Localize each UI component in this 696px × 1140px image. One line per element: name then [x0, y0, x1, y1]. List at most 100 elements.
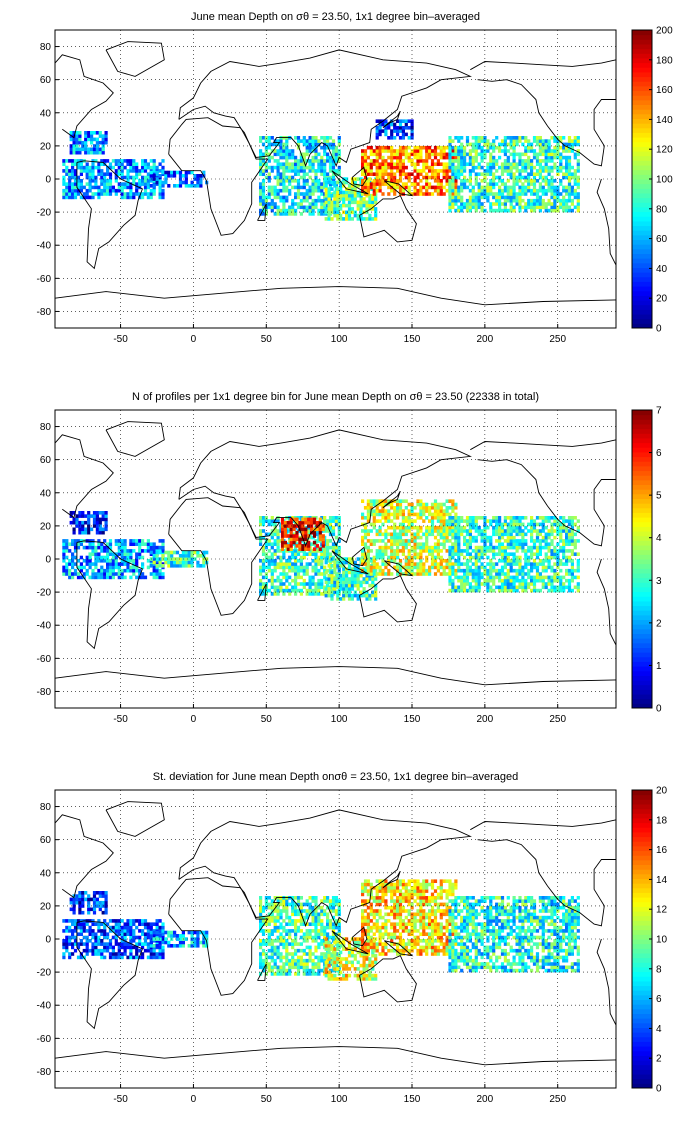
data-cell [108, 545, 113, 550]
data-cell [532, 172, 537, 176]
data-cell [170, 554, 174, 558]
data-cell [430, 525, 435, 530]
data-cell [84, 140, 88, 145]
data-cell [331, 516, 336, 520]
data-cell [175, 170, 180, 175]
y-tick-label: 0 [45, 555, 51, 566]
data-cell [79, 179, 83, 183]
data-cell [143, 549, 148, 553]
data-cell [442, 172, 446, 176]
colorbar-swatch [632, 304, 652, 310]
data-cell [336, 180, 340, 185]
data-cell [387, 175, 391, 180]
data-cell [474, 549, 478, 553]
data-cell [451, 519, 455, 523]
data-cell [538, 549, 542, 553]
data-cell [512, 162, 516, 166]
data-cell [330, 187, 334, 191]
data-cell [515, 549, 519, 553]
data-cell [512, 539, 516, 543]
data-cell [97, 542, 101, 546]
data-cell [530, 535, 534, 540]
data-cell [480, 565, 484, 570]
data-cell [576, 139, 580, 143]
data-cell [419, 555, 423, 560]
data-cell [205, 550, 209, 555]
data-cell [535, 575, 540, 580]
data-cell [95, 140, 99, 145]
data-cell [103, 568, 107, 573]
data-cell [296, 575, 301, 580]
data-cell [71, 572, 75, 576]
data-cell [384, 182, 388, 186]
data-cell [111, 565, 115, 570]
data-cell [460, 182, 464, 186]
data-cell [103, 159, 107, 163]
data-cell [79, 162, 83, 166]
coastline [257, 583, 267, 601]
data-cell [350, 187, 354, 191]
data-cell [454, 195, 458, 200]
data-cell [81, 140, 85, 145]
data-cell [509, 532, 513, 537]
data-cell [550, 159, 554, 163]
data-cell [305, 588, 309, 593]
data-cell [138, 568, 142, 573]
data-cell [422, 175, 426, 180]
data-cell [378, 565, 382, 570]
data-cell [492, 582, 496, 586]
data-cell [123, 545, 127, 550]
data-cell [419, 565, 423, 570]
data-cell [480, 555, 484, 560]
coastline [331, 170, 369, 195]
data-cell [527, 202, 531, 206]
data-cell [273, 212, 277, 216]
data-cell [324, 197, 328, 201]
data-cell [454, 169, 458, 173]
data-cell [98, 150, 102, 155]
data-cell [439, 188, 443, 193]
data-cell [282, 555, 286, 560]
data-cell [454, 529, 458, 533]
data-cell [98, 147, 102, 152]
data-cell [430, 185, 435, 190]
data-cell [353, 580, 357, 585]
data-cell [324, 210, 328, 215]
data-cell [369, 512, 373, 517]
data-cell [135, 565, 139, 570]
data-cell [285, 149, 289, 153]
data-cell [387, 502, 391, 507]
data-cell [425, 179, 429, 183]
data-cell [532, 202, 537, 206]
data-cell [331, 175, 336, 180]
coastline [351, 546, 368, 567]
data-cell [521, 585, 525, 590]
data-cell [311, 208, 315, 213]
data-cell [390, 502, 394, 507]
data-cell [267, 192, 271, 196]
colorbar-swatch [632, 132, 652, 138]
data-cell [72, 517, 76, 522]
data-cell [103, 175, 107, 180]
x-tick-label: -50 [113, 334, 128, 345]
data-cell [387, 155, 391, 160]
data-cell [407, 159, 411, 163]
data-cell [314, 559, 318, 563]
data-cell [439, 542, 443, 546]
data-cell [129, 539, 133, 543]
data-cell [361, 172, 365, 176]
data-cell [199, 174, 203, 178]
data-cell [492, 516, 496, 520]
coastline [359, 575, 417, 623]
data-cell [422, 568, 426, 573]
data-cell [78, 527, 82, 532]
data-cell [117, 562, 121, 566]
data-cell [512, 159, 516, 163]
data-cell [323, 169, 327, 173]
data-cell [149, 542, 153, 546]
data-cell [541, 192, 545, 196]
data-cell [330, 583, 334, 588]
data-cell [276, 162, 280, 166]
data-cell [535, 188, 540, 193]
